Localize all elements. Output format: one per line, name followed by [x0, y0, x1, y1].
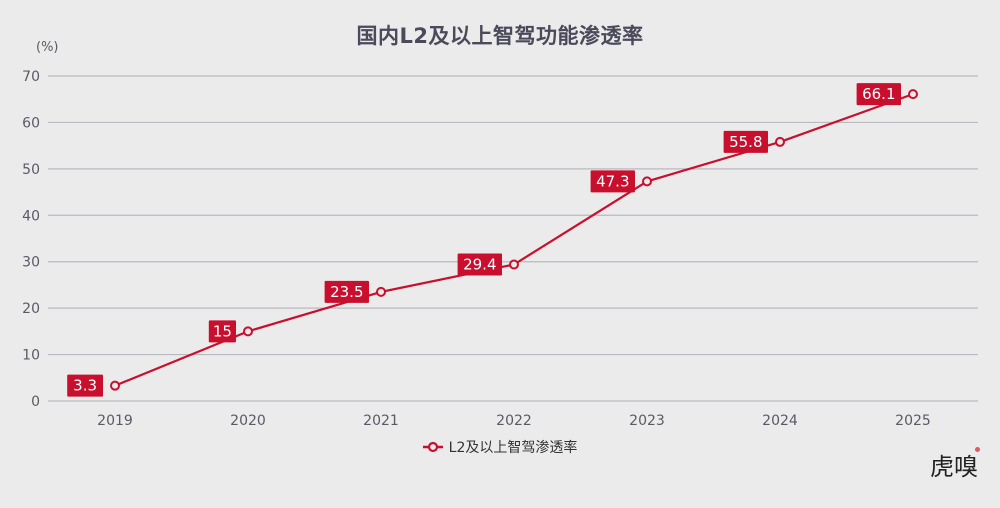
data-point [509, 259, 519, 270]
data-label: 23.5 [330, 283, 363, 301]
legend-marker-icon [422, 441, 443, 453]
x-tick-label: 2020 [230, 413, 266, 429]
x-tick-label: 2023 [629, 413, 665, 429]
data-label: 66.1 [862, 85, 895, 103]
y-axis-unit-label: (%) [36, 40, 59, 55]
data-label-box [856, 83, 901, 106]
gridlines [48, 75, 978, 402]
data-label-box [590, 170, 635, 193]
huxiu-logo: 虎嗅 [930, 447, 980, 482]
chart-title: 国内L2及以上智驾功能渗透率 [356, 24, 644, 48]
y-tick-label: 70 [22, 69, 40, 85]
x-tick-label: 2022 [496, 413, 532, 429]
data-point [376, 286, 386, 297]
data-point [908, 89, 918, 100]
x-tick-labels: 2019 2020 2021 2022 2023 2024 2025 [97, 413, 931, 429]
y-tick-label: 10 [22, 348, 40, 364]
y-tick-label: 50 [22, 162, 40, 178]
data-label: 55.8 [729, 133, 762, 151]
logo-text: 虎嗅 [930, 453, 978, 481]
y-tick-label: 60 [22, 115, 40, 131]
data-label: 3.3 [73, 377, 97, 395]
data-label-box [324, 280, 369, 303]
data-label-box [723, 130, 768, 153]
x-tick-label: 2021 [363, 413, 399, 429]
y-tick-label: 20 [22, 301, 40, 317]
x-tick-label: 2025 [895, 413, 931, 429]
data-label: 15 [213, 322, 232, 340]
legend: L2及以上智驾渗透率 [0, 437, 1000, 457]
y-tick-labels: 0 10 20 30 40 50 60 70 [22, 69, 40, 410]
data-point [642, 176, 652, 187]
logo-dot-icon [975, 447, 980, 452]
data-label-box [457, 253, 502, 276]
data-label: 29.4 [463, 256, 496, 274]
data-point [775, 136, 785, 147]
data-label-box [208, 320, 236, 343]
y-tick-label: 30 [22, 255, 40, 271]
legend-label: L2及以上智驾渗透率 [448, 440, 578, 456]
x-tick-label: 2024 [762, 413, 798, 429]
y-tick-label: 0 [31, 394, 40, 410]
x-tick-label: 2019 [97, 413, 133, 429]
data-label: 47.3 [596, 172, 629, 190]
data-points [110, 89, 918, 391]
data-point [243, 326, 253, 337]
data-label-box [67, 374, 103, 397]
data-labels: 3.3 15 23.5 29.4 47.3 55.8 66.1 [67, 83, 901, 397]
y-tick-label: 40 [22, 208, 40, 224]
data-point [110, 380, 120, 391]
